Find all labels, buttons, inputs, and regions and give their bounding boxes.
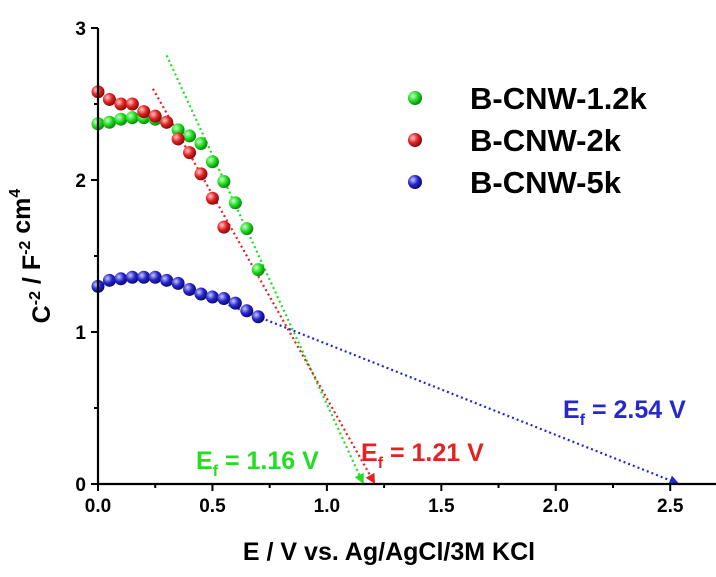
data-point bbox=[251, 263, 265, 277]
data-point bbox=[137, 105, 151, 119]
data-point bbox=[171, 276, 185, 290]
flat-band-potential-label: Ef = 1.16 V bbox=[196, 447, 319, 480]
data-point bbox=[102, 92, 116, 106]
data-point bbox=[148, 109, 162, 123]
data-point bbox=[217, 292, 231, 306]
legend-marker bbox=[408, 133, 422, 147]
intercept-arrow bbox=[365, 472, 375, 484]
y-axis-title: C-2 / F-2 cm4 bbox=[7, 189, 56, 324]
data-point bbox=[114, 97, 128, 111]
data-point bbox=[228, 196, 242, 210]
intercept-arrow bbox=[668, 475, 680, 485]
data-point bbox=[205, 191, 219, 205]
fit-line bbox=[165, 54, 365, 485]
y-tick-label: 3 bbox=[75, 19, 86, 40]
data-point bbox=[160, 273, 174, 287]
data-point bbox=[137, 270, 151, 284]
data-point bbox=[217, 220, 231, 234]
y-tick-label: 0 bbox=[75, 475, 86, 496]
y-tick-label: 1 bbox=[75, 323, 86, 344]
data-point bbox=[114, 112, 128, 126]
data-point bbox=[114, 272, 128, 286]
x-tick-label: 0.5 bbox=[199, 496, 226, 517]
data-point bbox=[160, 115, 174, 129]
data-point bbox=[205, 290, 219, 304]
data-point bbox=[194, 287, 208, 301]
legend-label: B-CNW-1.2k bbox=[470, 81, 648, 116]
legend-marker bbox=[408, 91, 422, 105]
x-tick-label: 2.0 bbox=[543, 496, 569, 517]
data-point bbox=[194, 167, 208, 181]
legend-label: B-CNW-5k bbox=[470, 165, 622, 200]
x-axis-title: E / V vs. Ag/AgCl/3M KCl bbox=[243, 538, 535, 566]
data-point bbox=[228, 296, 242, 310]
data-point bbox=[125, 97, 139, 111]
data-point bbox=[148, 270, 162, 284]
data-point bbox=[217, 175, 231, 189]
data-point bbox=[251, 310, 265, 324]
flat-band-potential-label: Ef = 2.54 V bbox=[563, 396, 686, 429]
data-point bbox=[102, 115, 116, 129]
data-point bbox=[240, 222, 254, 236]
data-point bbox=[205, 155, 219, 169]
flat-band-potential-label: Ef = 1.21 V bbox=[361, 439, 484, 472]
data-point bbox=[194, 137, 208, 151]
data-point bbox=[125, 111, 139, 125]
legend-marker bbox=[408, 175, 422, 189]
data-point bbox=[240, 304, 254, 318]
data-point bbox=[102, 273, 116, 287]
x-tick-label: 1.5 bbox=[428, 496, 455, 517]
data-point bbox=[171, 123, 185, 137]
data-point bbox=[183, 146, 197, 160]
y-tick-label: 2 bbox=[75, 171, 86, 192]
x-tick-label: 0.0 bbox=[85, 496, 111, 517]
x-tick-label: 1.0 bbox=[314, 496, 340, 517]
data-point bbox=[125, 270, 139, 284]
fit-line bbox=[223, 302, 680, 486]
data-point bbox=[171, 132, 185, 146]
x-tick-label: 2.5 bbox=[657, 496, 684, 517]
data-point bbox=[183, 282, 197, 296]
data-point bbox=[183, 129, 197, 143]
intercept-arrow bbox=[354, 472, 364, 484]
legend-label: B-CNW-2k bbox=[470, 123, 622, 158]
